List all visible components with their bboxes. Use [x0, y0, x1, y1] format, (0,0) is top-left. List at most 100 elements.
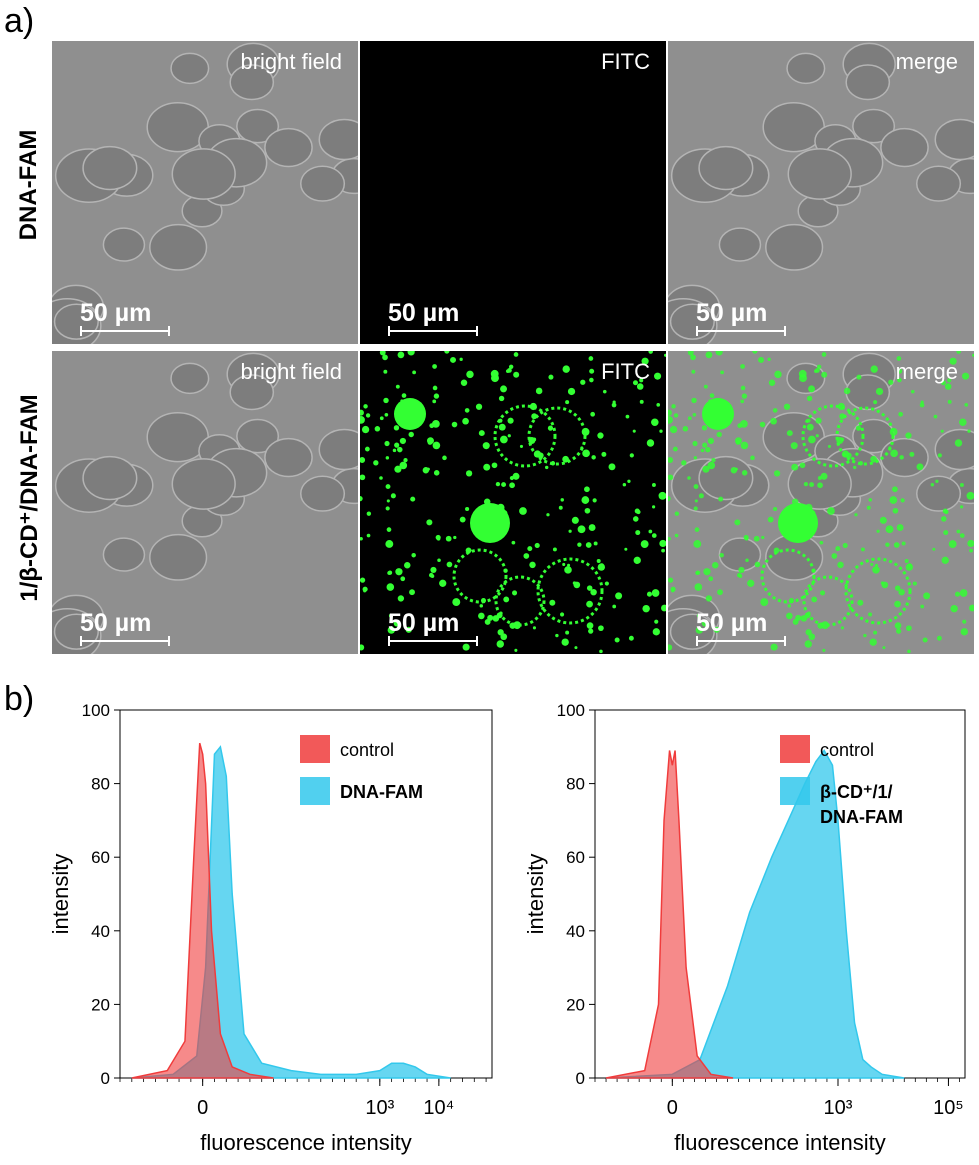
fluorescent-spot: [498, 423, 506, 431]
fluorescent-spot: [432, 441, 441, 450]
cell: [880, 127, 929, 168]
fluorescent-spot: [893, 542, 900, 548]
fluorescent-spot: [523, 553, 530, 559]
fluorescent-spot: [831, 553, 838, 559]
fluorescent-spot: [559, 612, 565, 617]
y-tick-label: 60: [91, 848, 110, 867]
cell: [787, 148, 852, 200]
fluorescent-spot: [702, 442, 708, 448]
fluorescent-spot: [668, 416, 673, 424]
fluorescent-spot: [373, 460, 379, 466]
fluorescent-spot: [852, 465, 857, 470]
fluorescent-spot: [892, 507, 899, 514]
fluorescent-spot: [601, 451, 607, 457]
fluorescent-spot: [646, 439, 655, 447]
fluorescent-spot: [767, 516, 774, 523]
fluorescent-spot: [527, 546, 533, 552]
fluorescent-spot: [747, 579, 755, 587]
fluorescent-spot: [669, 425, 678, 434]
fluorescent-spot: [597, 432, 604, 439]
fluorescent-spot: [544, 465, 549, 470]
scale-bar: [388, 636, 478, 646]
fluorescent-spot: [783, 403, 791, 410]
fluorescent-spot: [602, 389, 607, 394]
fluorescent-spot: [432, 399, 437, 404]
cell: [102, 227, 146, 262]
fluorescent-spot: [445, 535, 452, 542]
fluorescent-spot: [930, 482, 935, 487]
panel-a-label: a): [4, 2, 35, 40]
fluorescent-spot: [770, 417, 777, 425]
fluorescent-spot: [788, 597, 795, 604]
fluorescent-spot: [937, 453, 942, 458]
fluorescent-spot: [873, 630, 878, 635]
fluorescent-spot: [772, 408, 778, 413]
fluorescent-spot: [401, 393, 407, 398]
fluorescent-spot: [671, 589, 675, 593]
fluorescent-spot: [436, 536, 441, 541]
fluorescent-spot: [492, 615, 500, 622]
fluorescent-spot: [700, 448, 705, 453]
fluorescent-spot: [487, 614, 494, 621]
fluorescent-spot: [507, 417, 514, 424]
scale-bar: [696, 326, 786, 336]
fluorescent-spot: [811, 568, 816, 573]
fluorescent-spot: [612, 604, 617, 609]
fluorescent-spot: [881, 581, 889, 589]
fluorescent-spot: [962, 619, 967, 624]
x-tick-label: 10⁵: [933, 1097, 964, 1119]
fluorescent-spot: [379, 476, 383, 480]
fluorescent-spot: [935, 479, 939, 483]
fluorescent-spot: [840, 437, 845, 442]
fluorescent-spot: [705, 351, 713, 359]
fluorescent-cell-ring: [801, 404, 865, 468]
micrograph-complex-brightfield: bright field 50 µm: [52, 351, 358, 654]
fluorescent-spot: [360, 416, 365, 424]
y-tick-label: 80: [91, 775, 110, 794]
fluorescent-spot: [860, 547, 865, 552]
scale-bar-label: 50 µm: [80, 609, 152, 637]
fluorescent-spot: [962, 372, 970, 380]
fluorescent-spot: [654, 372, 662, 380]
fluorescent-spot: [787, 604, 792, 608]
fluorescent-spot: [636, 383, 644, 390]
fluorescent-spot: [888, 446, 892, 450]
x-axis-label: fluorescence intensity: [200, 1130, 412, 1155]
fluorescent-spot: [482, 442, 490, 450]
fluorescent-spot: [668, 474, 674, 481]
y-axis-label: intensity: [48, 854, 73, 935]
fluorescent-spot: [360, 536, 363, 541]
fluorescent-spot: [499, 611, 503, 616]
channel-label: merge: [895, 49, 958, 74]
y-tick-label: 20: [566, 995, 585, 1014]
fluorescent-spot: [943, 530, 949, 536]
fluorescent-spot: [716, 431, 722, 438]
fluorescent-spot: [598, 625, 604, 632]
fluorescent-spot: [632, 516, 639, 522]
fluorescent-spot: [512, 590, 518, 596]
fluorescent-spot: [855, 425, 862, 431]
fluorescent-spot: [633, 556, 641, 564]
fluorescent-spot: [687, 351, 694, 356]
fluorescent-spot: [393, 620, 400, 627]
fluorescent-spot: [740, 385, 746, 391]
fluorescent-spot: [894, 600, 901, 608]
fluorescent-spot: [944, 509, 949, 515]
fluorescent-spot: [509, 482, 515, 489]
fluorescent-spot: [597, 563, 606, 571]
fluorescent-spot: [947, 378, 952, 383]
fluorescent-spot: [856, 374, 862, 380]
fluorescent-spot: [586, 622, 594, 629]
scale-bar: [388, 326, 478, 336]
fluorescent-spot: [450, 356, 457, 363]
fluorescent-spot: [432, 364, 437, 369]
fluorescent-spot: [682, 426, 689, 432]
fluorescent-spot: [363, 589, 367, 593]
cell: [698, 145, 754, 191]
micrograph-complex-merge: merge 50 µm: [668, 351, 974, 654]
fluorescent-spot: [478, 430, 485, 437]
fluorescent-spot: [582, 449, 590, 458]
fluorescent-spot: [388, 613, 394, 618]
fluorescent-spot: [366, 533, 371, 538]
fluorescent-spot: [840, 626, 845, 630]
